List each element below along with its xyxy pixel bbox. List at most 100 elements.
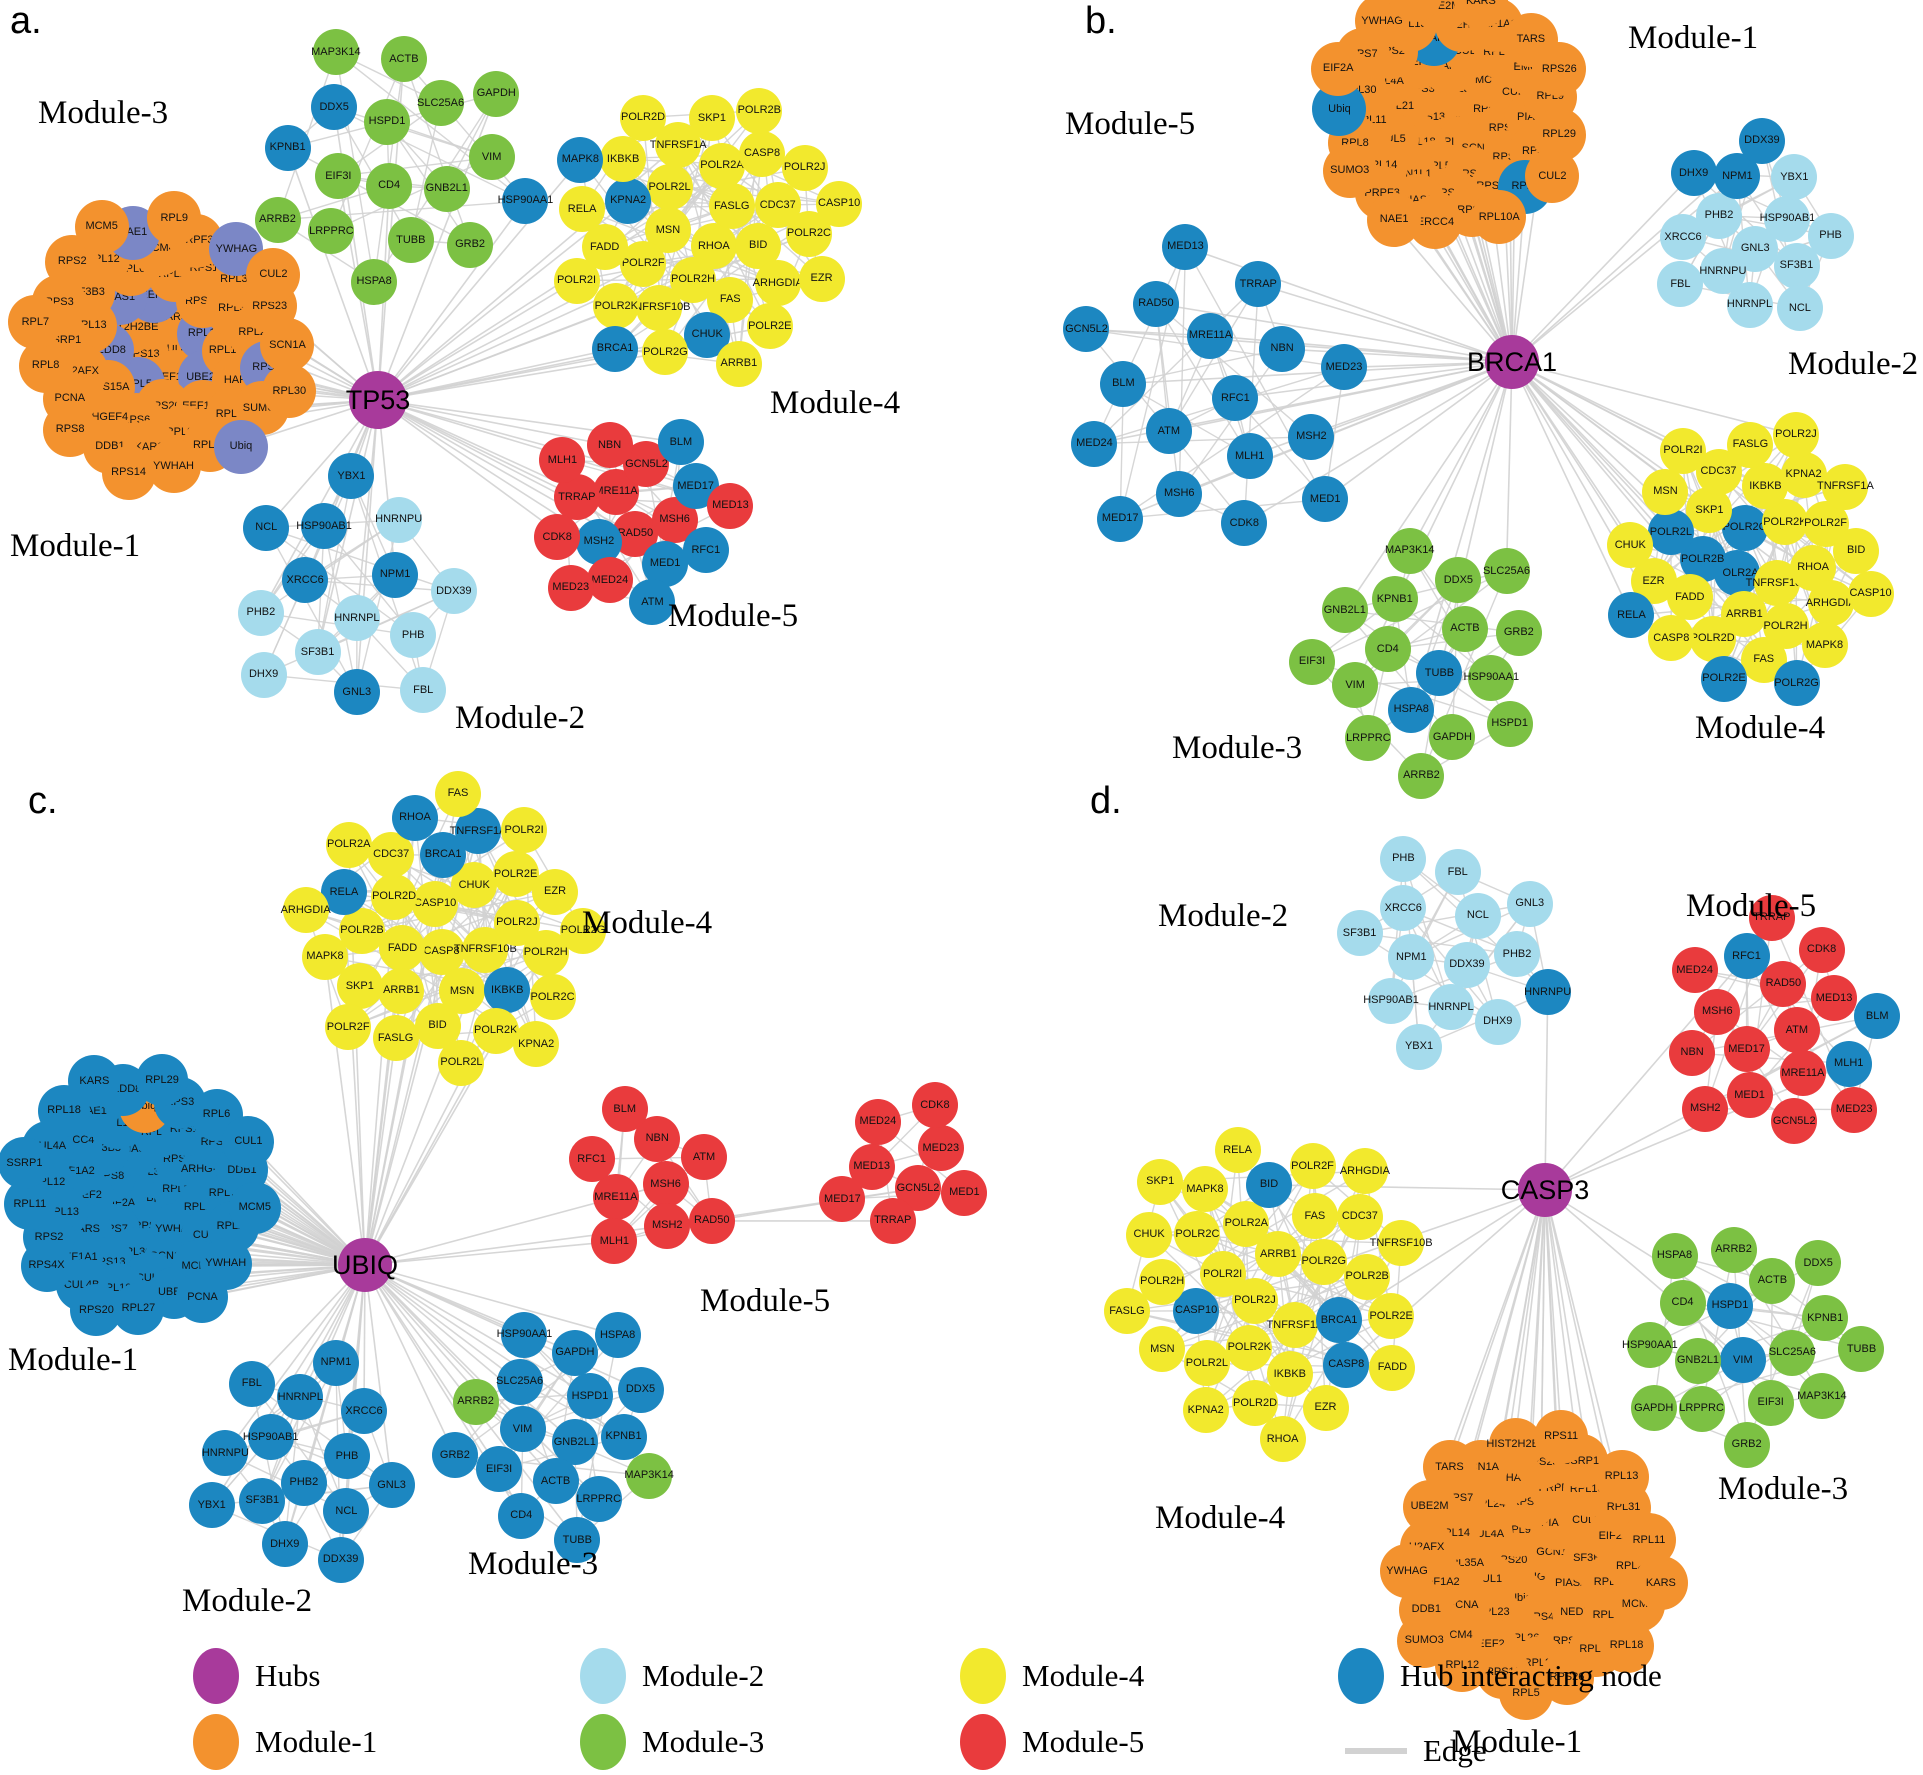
node-MED13[interactable]: MED13 bbox=[707, 482, 754, 529]
node-DHX9[interactable]: DHX9 bbox=[1670, 150, 1717, 197]
node-GCN5L2[interactable]: GCN5L2 bbox=[1063, 306, 1110, 353]
node-RAD50[interactable]: RAD50 bbox=[1760, 960, 1807, 1007]
node-HSPA8[interactable]: HSPA8 bbox=[594, 1312, 641, 1359]
node-EZR[interactable]: EZR bbox=[798, 255, 845, 302]
node-MED13[interactable]: MED13 bbox=[1162, 223, 1209, 270]
node-LRPPRC[interactable]: LRPPRC bbox=[308, 208, 355, 255]
node-RPS26[interactable]: RPS26 bbox=[1539, 1650, 1594, 1705]
node-VIM[interactable]: VIM bbox=[499, 1406, 546, 1453]
node-HSP90AB1[interactable]: HSP90AB1 bbox=[243, 1414, 298, 1461]
node-CASP8[interactable]: CASP8 bbox=[1323, 1341, 1370, 1388]
node-GAPDH[interactable]: GAPDH bbox=[1630, 1385, 1677, 1432]
node-RPL5[interactable]: RPL5 bbox=[1499, 1666, 1554, 1721]
node-POLR2B[interactable]: POLR2B bbox=[338, 907, 385, 954]
node-POLR2K[interactable]: POLR2K bbox=[1226, 1324, 1273, 1371]
node-FADD[interactable]: FADD bbox=[1369, 1344, 1416, 1391]
node-MAPK8[interactable]: MAPK8 bbox=[1801, 622, 1848, 669]
node-CUL1[interactable]: CUL1 bbox=[222, 1115, 275, 1168]
node-KPNA2[interactable]: KPNA2 bbox=[605, 177, 652, 224]
node-POLR2C[interactable]: POLR2C bbox=[529, 974, 576, 1021]
node-BLM[interactable]: BLM bbox=[1100, 360, 1147, 407]
node-MLH1[interactable]: MLH1 bbox=[539, 437, 586, 484]
node-MSH6[interactable]: MSH6 bbox=[1694, 988, 1741, 1035]
node-MED1[interactable]: MED1 bbox=[1302, 476, 1349, 523]
node-IKBKB[interactable]: IKBKB bbox=[1266, 1351, 1313, 1398]
node-MLH1[interactable]: MLH1 bbox=[1825, 1040, 1872, 1087]
node-SF3B1[interactable]: SF3B1 bbox=[1773, 242, 1820, 289]
node-RHOA[interactable]: RHOA bbox=[1259, 1416, 1306, 1463]
node-CASP8[interactable]: CASP8 bbox=[418, 928, 465, 975]
node-RPL7[interactable]: RPL7 bbox=[8, 295, 63, 350]
node-TUBB[interactable]: TUBB bbox=[1838, 1326, 1885, 1373]
node-XRCC6[interactable]: XRCC6 bbox=[341, 1388, 388, 1435]
node-MED24[interactable]: MED24 bbox=[1071, 420, 1118, 467]
node-RAD50[interactable]: RAD50 bbox=[1132, 280, 1179, 327]
node-TNFRSF10B[interactable]: TNFRSF10B bbox=[628, 284, 691, 331]
hub-node-BRCA1[interactable]: BRCA1 bbox=[1467, 335, 1557, 389]
node-RFC1[interactable]: RFC1 bbox=[1723, 933, 1770, 980]
node-YWHAH[interactable]: YWHAH bbox=[146, 439, 201, 494]
node-POLR2J[interactable]: POLR2J bbox=[1772, 411, 1819, 458]
node-MAP3K14[interactable]: MAP3K14 bbox=[624, 1452, 674, 1499]
node-HSP90AB1[interactable]: HSP90AB1 bbox=[296, 503, 352, 550]
node-HSPA8[interactable]: HSPA8 bbox=[1388, 686, 1435, 733]
node-ARHGDIA[interactable]: ARHGDIA bbox=[753, 260, 803, 307]
node-SF3B1[interactable]: SF3B1 bbox=[294, 629, 341, 676]
node-MCM5[interactable]: MCM5 bbox=[74, 199, 129, 254]
node-HNRNPU[interactable]: HNRNPU bbox=[375, 496, 422, 543]
node-HSPD1[interactable]: HSPD1 bbox=[1706, 1282, 1753, 1329]
node-MED23[interactable]: MED23 bbox=[1831, 1086, 1878, 1133]
node-CASP10[interactable]: CASP10 bbox=[1173, 1287, 1220, 1334]
node-PCNA[interactable]: PCNA bbox=[176, 1271, 229, 1324]
node-EZR[interactable]: EZR bbox=[532, 868, 579, 915]
node-ACTB[interactable]: ACTB bbox=[1441, 605, 1488, 652]
node-RPL10A[interactable]: RPL10A bbox=[1472, 190, 1527, 245]
node-HNRNPL[interactable]: HNRNPL bbox=[1726, 281, 1773, 328]
hub-node-TP53[interactable]: TP53 bbox=[346, 371, 410, 429]
node-MAP3K14[interactable]: MAP3K14 bbox=[311, 29, 361, 76]
node-MED24[interactable]: MED24 bbox=[586, 557, 633, 604]
node-NAE1[interactable]: NAE1 bbox=[1367, 192, 1422, 247]
node-CASP10[interactable]: CASP10 bbox=[816, 180, 863, 227]
node-VIM[interactable]: VIM bbox=[1332, 662, 1379, 709]
node-FASLG[interactable]: FASLG bbox=[708, 183, 755, 230]
node-FBL[interactable]: FBL bbox=[228, 1360, 275, 1407]
node-BLM[interactable]: BLM bbox=[1854, 993, 1901, 1040]
node-SLC25A6[interactable]: SLC25A6 bbox=[496, 1358, 543, 1405]
node-GNB2L1[interactable]: GNB2L1 bbox=[423, 165, 470, 212]
node-MSN[interactable]: MSN bbox=[1642, 468, 1689, 515]
node-HNRNPL[interactable]: HNRNPL bbox=[277, 1374, 324, 1421]
node-ACTB[interactable]: ACTB bbox=[380, 36, 427, 82]
node-DDX39[interactable]: DDX39 bbox=[1738, 117, 1785, 164]
node-POLR2C[interactable]: POLR2C bbox=[1174, 1211, 1221, 1258]
node-RFC1[interactable]: RFC1 bbox=[1212, 375, 1259, 421]
hub-node-UBIQ[interactable]: UBIQ bbox=[332, 1238, 398, 1292]
node-MED17[interactable]: MED17 bbox=[819, 1176, 866, 1223]
node-CHUK[interactable]: CHUK bbox=[1607, 522, 1654, 569]
node-HSPD1[interactable]: HSPD1 bbox=[1486, 700, 1533, 747]
node-GNL3[interactable]: GNL3 bbox=[368, 1462, 415, 1509]
node-ATM[interactable]: ATM bbox=[681, 1134, 728, 1181]
node-HSPA8[interactable]: HSPA8 bbox=[1651, 1232, 1698, 1279]
node-POLR2G[interactable]: POLR2G bbox=[1300, 1238, 1347, 1285]
node-POLR2H[interactable]: POLR2H bbox=[1139, 1258, 1186, 1305]
node-POLR2A[interactable]: POLR2A bbox=[1223, 1200, 1270, 1247]
node-TRRAP[interactable]: TRRAP bbox=[1748, 894, 1795, 941]
node-HSP90AB1[interactable]: HSP90AB1 bbox=[1363, 977, 1419, 1024]
node-ATM[interactable]: ATM bbox=[1145, 408, 1192, 455]
node-ACTB[interactable]: ACTB bbox=[532, 1458, 579, 1504]
node-CASP8[interactable]: CASP8 bbox=[1648, 615, 1695, 662]
node-PHB2[interactable]: PHB2 bbox=[1494, 931, 1541, 978]
node-POLR2A[interactable]: POLR2A bbox=[325, 821, 372, 868]
node-MSH6[interactable]: MSH6 bbox=[1156, 470, 1203, 517]
node-FBL[interactable]: FBL bbox=[1434, 849, 1481, 896]
node-MAP3K14[interactable]: MAP3K14 bbox=[1797, 1373, 1847, 1420]
node-MRE11A[interactable]: MRE11A bbox=[592, 1174, 639, 1221]
node-RPS11[interactable]: RPS11 bbox=[1534, 1409, 1589, 1464]
node-CHUK[interactable]: CHUK bbox=[1126, 1211, 1173, 1258]
node-NCL[interactable]: NCL bbox=[243, 504, 290, 551]
node-PHB[interactable]: PHB bbox=[1380, 835, 1427, 882]
node-MAPK8[interactable]: MAPK8 bbox=[1181, 1166, 1228, 1213]
node-DDX5[interactable]: DDX5 bbox=[617, 1366, 664, 1413]
node-ARRB2[interactable]: ARRB2 bbox=[1710, 1226, 1757, 1273]
